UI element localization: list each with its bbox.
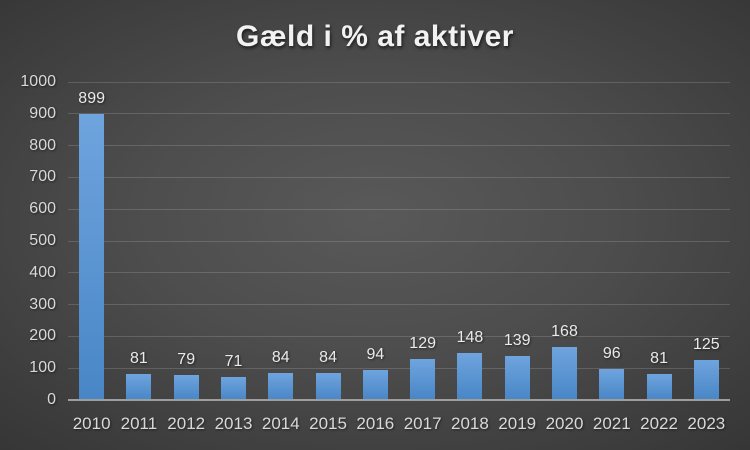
bar-2011[interactable] bbox=[126, 374, 152, 400]
bar-2021[interactable] bbox=[599, 369, 625, 400]
bar-2016[interactable] bbox=[362, 370, 388, 400]
bar-value-label: 148 bbox=[456, 328, 484, 346]
x-axis-tick-label: 2023 bbox=[687, 414, 726, 433]
bar-2010[interactable] bbox=[79, 114, 105, 400]
bar-value-label: 84 bbox=[271, 349, 290, 367]
x-axis-tick-label: 2018 bbox=[451, 414, 489, 433]
chart-title: Gæld i % af aktiver bbox=[236, 20, 514, 53]
y-axis-tick-label: 400 bbox=[29, 263, 56, 281]
x-axis-tick-label: 2015 bbox=[309, 414, 347, 433]
x-axis-tick-label: 2019 bbox=[498, 414, 537, 433]
gridline bbox=[68, 367, 730, 369]
bar-2020[interactable] bbox=[552, 346, 577, 400]
x-axis-tick-label: 2017 bbox=[403, 414, 442, 433]
x-axis-line bbox=[68, 399, 730, 401]
bar-value-label: 129 bbox=[409, 334, 436, 352]
bar-value-label: 81 bbox=[650, 350, 668, 368]
gridline bbox=[68, 176, 730, 178]
bar-value-label: 168 bbox=[551, 322, 578, 340]
bar-2012[interactable] bbox=[173, 374, 199, 400]
y-axis-tick-label: 600 bbox=[29, 200, 56, 218]
x-axis-tick-label: 2021 bbox=[592, 414, 631, 433]
y-axis-tick-label: 1000 bbox=[20, 73, 56, 90]
bar-2017[interactable] bbox=[410, 358, 436, 400]
gridline bbox=[68, 145, 730, 147]
gridline bbox=[68, 240, 730, 242]
y-axis-tick-label: 100 bbox=[29, 359, 56, 377]
y-axis-tick-label: 900 bbox=[29, 104, 56, 122]
bar-value-label: 79 bbox=[177, 350, 196, 368]
bar-value-label: 899 bbox=[78, 90, 105, 108]
bar-value-label: 139 bbox=[503, 331, 531, 349]
bar-2015[interactable] bbox=[315, 373, 341, 400]
bar-2023[interactable] bbox=[693, 360, 719, 400]
y-axis-tick-label: 700 bbox=[29, 168, 56, 186]
x-axis-tick-label: 2022 bbox=[640, 414, 678, 433]
bar-value-label: 71 bbox=[224, 353, 243, 371]
y-axis-tick-label: 200 bbox=[29, 327, 56, 345]
gridline bbox=[68, 208, 730, 210]
x-axis-tick-label: 2012 bbox=[167, 414, 206, 433]
bar-2019[interactable] bbox=[504, 355, 530, 400]
x-axis-tick-label: 2010 bbox=[72, 414, 111, 433]
gridline bbox=[68, 81, 730, 83]
y-axis-tick-label: 500 bbox=[29, 232, 56, 249]
bar-2014[interactable] bbox=[268, 373, 294, 400]
x-axis-tick-label: 2016 bbox=[356, 414, 395, 433]
bar-value-label: 96 bbox=[602, 345, 621, 363]
bar-2018[interactable] bbox=[457, 352, 483, 400]
x-axis-tick-label: 2020 bbox=[545, 414, 584, 433]
bar-value-label: 94 bbox=[366, 346, 385, 364]
bar-value-label: 81 bbox=[130, 350, 148, 368]
gridline bbox=[68, 304, 730, 306]
bar-2022[interactable] bbox=[646, 374, 672, 400]
y-axis-tick-label: 0 bbox=[47, 391, 56, 408]
gridline bbox=[68, 272, 730, 274]
bar-2013[interactable] bbox=[221, 377, 246, 400]
x-axis-tick-label: 2013 bbox=[214, 414, 253, 433]
x-axis-tick-label: 2011 bbox=[120, 414, 158, 433]
bar-value-label: 125 bbox=[692, 336, 720, 354]
y-axis-tick-label: 800 bbox=[29, 136, 56, 154]
gridline bbox=[68, 335, 730, 337]
gridline bbox=[68, 113, 730, 115]
y-axis-tick-label: 300 bbox=[29, 295, 56, 313]
bar-value-label: 84 bbox=[319, 349, 337, 367]
x-axis-tick-label: 2014 bbox=[261, 414, 300, 433]
